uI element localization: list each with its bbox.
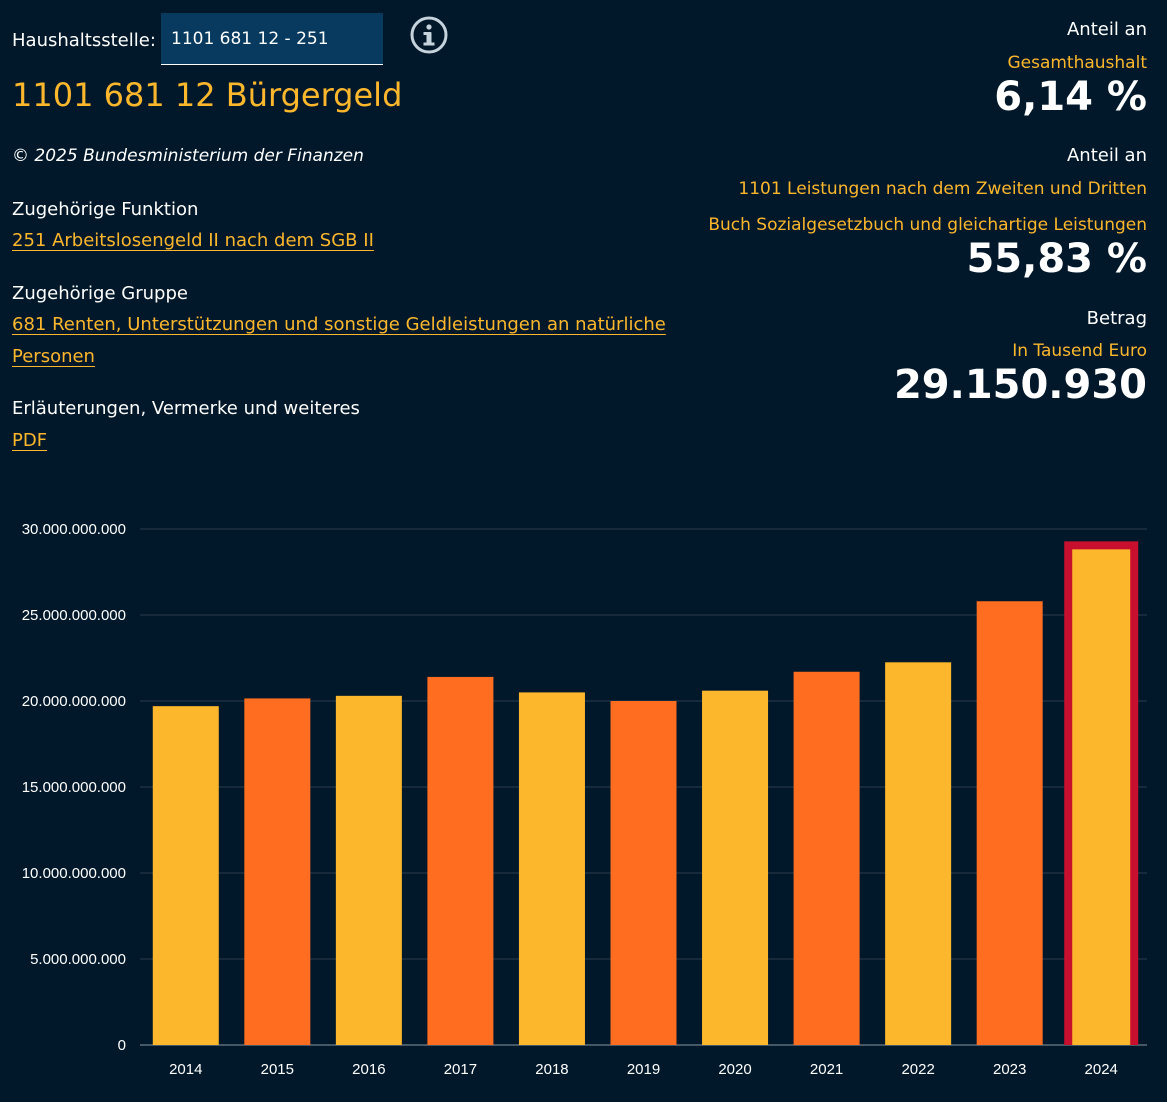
x-tick-label: 2022 (901, 1061, 934, 1078)
copyright-text: © 2025 Bundesministerium der Finanzen (12, 146, 364, 166)
x-tick-label: 2021 (810, 1061, 843, 1078)
betrag-value: 29.150.930 (893, 362, 1147, 408)
y-tick-label: 10.000.000.000 (22, 865, 126, 882)
bar-2023[interactable] (976, 601, 1043, 1045)
y-tick-label: 15.000.000.000 (22, 779, 126, 796)
y-tick-label: 25.000.000.000 (22, 607, 126, 624)
info-icon[interactable] (409, 15, 449, 55)
pdf-link[interactable]: PDF (12, 430, 48, 451)
page-title: 1101 681 12 Bürgergeld (12, 76, 403, 114)
gruppe-link-line2[interactable]: Personen (12, 346, 95, 367)
x-tick-label: 2024 (1085, 1061, 1118, 1078)
funktion-link[interactable]: 251 Arbeitslosengeld II nach dem SGB II (12, 230, 374, 251)
anteil2-label: Anteil an (1066, 145, 1147, 166)
erlaeuterungen-label: Erläuterungen, Vermerke und weiteres (12, 398, 360, 419)
y-tick-label: 5.000.000.000 (30, 951, 126, 968)
x-tick-label: 2019 (627, 1061, 660, 1078)
y-tick-label: 20.000.000.000 (22, 693, 126, 710)
anteil2-sub-line2: Buch Sozialgesetzbuch und gleichartige L… (708, 215, 1147, 235)
anteil1-sub: Gesamthaushalt (1007, 53, 1147, 73)
bar-chart: 0 5.000.000.000 10.000.000.000 15.000.000.0… (22, 521, 1147, 1078)
anteil2-value: 55,83 % (966, 236, 1147, 282)
x-tick-label: 2020 (718, 1061, 751, 1078)
funktion-label: Zugehörige Funktion (12, 199, 199, 220)
betrag-label: Betrag (1086, 308, 1147, 329)
y-tick-label: 0 (118, 1037, 126, 1054)
bar-2015[interactable] (244, 698, 311, 1045)
x-tick-label: 2017 (444, 1061, 477, 1078)
bar-2014[interactable] (152, 706, 219, 1045)
haushaltsstelle-label: Haushaltsstelle: (12, 30, 156, 51)
betrag-sub: In Tausend Euro (1012, 341, 1147, 361)
bar-2022[interactable] (885, 662, 952, 1045)
bar-2021[interactable] (793, 671, 860, 1045)
bar-2024[interactable] (1072, 549, 1131, 1045)
y-tick-label: 30.000.000.000 (22, 521, 126, 538)
x-tick-label: 2015 (261, 1061, 294, 1078)
anteil2-sub-line1: 1101 Leistungen nach dem Zweiten und Dri… (738, 179, 1147, 199)
haushaltsstelle-input[interactable] (161, 13, 383, 65)
anteil1-value: 6,14 % (994, 74, 1147, 120)
bar-2019[interactable] (610, 701, 677, 1045)
bar-2020[interactable] (702, 690, 769, 1045)
gruppe-label: Zugehörige Gruppe (12, 283, 188, 304)
x-tick-label: 2014 (169, 1061, 202, 1078)
anteil1-label: Anteil an (1066, 19, 1147, 40)
bar-2016[interactable] (335, 695, 402, 1045)
bar-2018[interactable] (518, 692, 585, 1045)
bar-2017[interactable] (427, 676, 494, 1045)
gruppe-link-line1[interactable]: 681 Renten, Unterstützungen und sonstige… (12, 314, 666, 335)
x-tick-label: 2023 (993, 1061, 1026, 1078)
x-tick-label: 2016 (352, 1061, 385, 1078)
x-tick-label: 2018 (535, 1061, 568, 1078)
